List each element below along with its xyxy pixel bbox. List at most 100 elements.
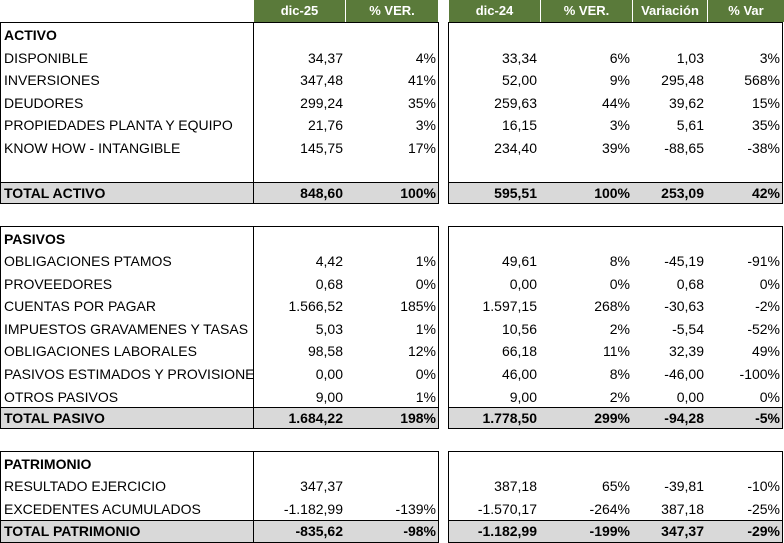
row-value: -88,65 — [664, 139, 704, 156]
row-value: 35% — [751, 117, 780, 134]
total-value: 848,60 — [300, 185, 343, 201]
total-value: 1.778,50 — [482, 410, 538, 426]
total-row-bg — [449, 182, 782, 203]
row-value: 34,37 — [307, 50, 343, 66]
row-value: 15% — [751, 94, 780, 111]
total-row-divider — [0, 182, 439, 183]
total-row-divider — [448, 182, 783, 183]
row-value: 5,03 — [315, 320, 343, 337]
row-value: -5,54 — [672, 320, 704, 337]
row-value: 259,63 — [494, 94, 537, 111]
row-label: EXCEDENTES ACUMULADOS — [4, 500, 201, 517]
total-row-bg — [1, 182, 438, 203]
total-label: TOTAL ACTIVO — [4, 185, 106, 201]
total-value: 299% — [594, 410, 630, 426]
row-label: IMPUESTOS GRAVAMENES Y TASAS — [4, 320, 249, 337]
row-label: DEUDORES — [4, 94, 84, 111]
section-title: PASIVOS — [4, 231, 66, 247]
row-value: 1.597,15 — [482, 298, 538, 315]
row-value: 387,18 — [661, 500, 704, 517]
row-value: 49,61 — [501, 253, 537, 269]
total-label: TOTAL PASIVO — [4, 410, 105, 426]
total-row-divider — [0, 520, 439, 521]
row-value: 387,18 — [494, 478, 537, 494]
row-value: 0,00 — [315, 366, 343, 382]
row-value: 4,42 — [315, 253, 343, 269]
column-header: dic-24 — [449, 0, 540, 22]
row-value: 1% — [415, 388, 436, 405]
row-value: -264% — [589, 500, 630, 517]
total-value: -835,62 — [295, 523, 343, 539]
row-value: 21,76 — [307, 117, 343, 134]
row-value: 44% — [601, 94, 630, 111]
row-value: 65% — [601, 478, 630, 494]
row-value: 568% — [744, 72, 780, 89]
row-value: 0% — [415, 275, 436, 292]
total-row-bg — [1, 520, 438, 542]
row-value: 39% — [601, 139, 630, 156]
column-header: % VER. — [541, 0, 632, 22]
row-value: -52% — [747, 320, 780, 337]
row-label: INVERSIONES — [4, 72, 100, 89]
total-value: 198% — [400, 410, 436, 426]
row-label: PROVEEDORES — [4, 275, 113, 292]
row-value: 268% — [594, 298, 630, 315]
row-value: 299,24 — [300, 94, 343, 111]
row-value: 4% — [415, 50, 436, 66]
column-header: Variación — [633, 0, 707, 22]
column-header: % VER. — [346, 0, 438, 22]
row-value: 35% — [407, 94, 436, 111]
total-row-divider — [0, 407, 439, 408]
row-value: 1.566,52 — [288, 298, 344, 315]
section-frame-prior — [448, 226, 783, 429]
row-value: -1.570,17 — [477, 500, 537, 517]
row-label: OBLIGACIONES LABORALES — [4, 343, 197, 360]
row-value: 3% — [609, 117, 630, 134]
row-value: 12% — [407, 343, 436, 360]
total-row-bg — [1, 407, 438, 428]
total-label: TOTAL PATRIMONIO — [4, 523, 141, 539]
row-value: 11% — [603, 343, 630, 360]
total-row-divider — [448, 520, 783, 521]
row-value: 66,18 — [501, 343, 537, 360]
row-value: 16,15 — [501, 117, 537, 134]
row-value: 8% — [609, 366, 630, 382]
total-row-divider — [448, 407, 783, 408]
row-value: 0,00 — [509, 275, 537, 292]
section-frame-current — [0, 226, 439, 429]
row-value: -45,19 — [664, 253, 704, 269]
row-value: 46,00 — [501, 366, 537, 382]
row-value: -10% — [747, 478, 780, 494]
row-value: 0% — [759, 275, 780, 292]
row-value: -91% — [747, 253, 780, 269]
section-title: PATRIMONIO — [4, 456, 92, 472]
total-value: 100% — [594, 185, 630, 201]
section-frame-current — [0, 22, 439, 204]
row-value: 98,58 — [307, 343, 343, 360]
row-value: 6% — [609, 50, 630, 66]
row-label: RESULTADO EJERCICIO — [4, 478, 167, 494]
row-value: 347,37 — [300, 478, 343, 494]
row-label: PASIVOS ESTIMADOS Y PROVISIONES — [4, 366, 253, 382]
row-value: 0,68 — [676, 275, 704, 292]
column-divider — [253, 451, 254, 543]
row-value: 1% — [415, 253, 436, 269]
row-value: 234,40 — [494, 139, 537, 156]
column-divider — [253, 22, 254, 204]
row-value: 8% — [609, 253, 630, 269]
total-value: -94,28 — [664, 410, 704, 426]
row-label: CUENTAS POR PAGAR — [4, 298, 156, 315]
row-value: 9% — [609, 72, 630, 89]
row-value: 2% — [609, 388, 630, 405]
row-value: 9,00 — [509, 388, 537, 405]
column-header: % Var — [708, 0, 784, 22]
row-value: 185% — [400, 298, 436, 315]
total-value: -199% — [589, 523, 630, 539]
total-value: 1.684,22 — [288, 410, 344, 426]
total-row-bg — [449, 407, 782, 428]
row-value: -38% — [747, 139, 780, 156]
row-value: 0% — [415, 366, 436, 382]
row-value: -39,81 — [664, 478, 704, 494]
row-value: -25% — [747, 500, 780, 517]
row-value: -1.182,99 — [283, 500, 343, 517]
